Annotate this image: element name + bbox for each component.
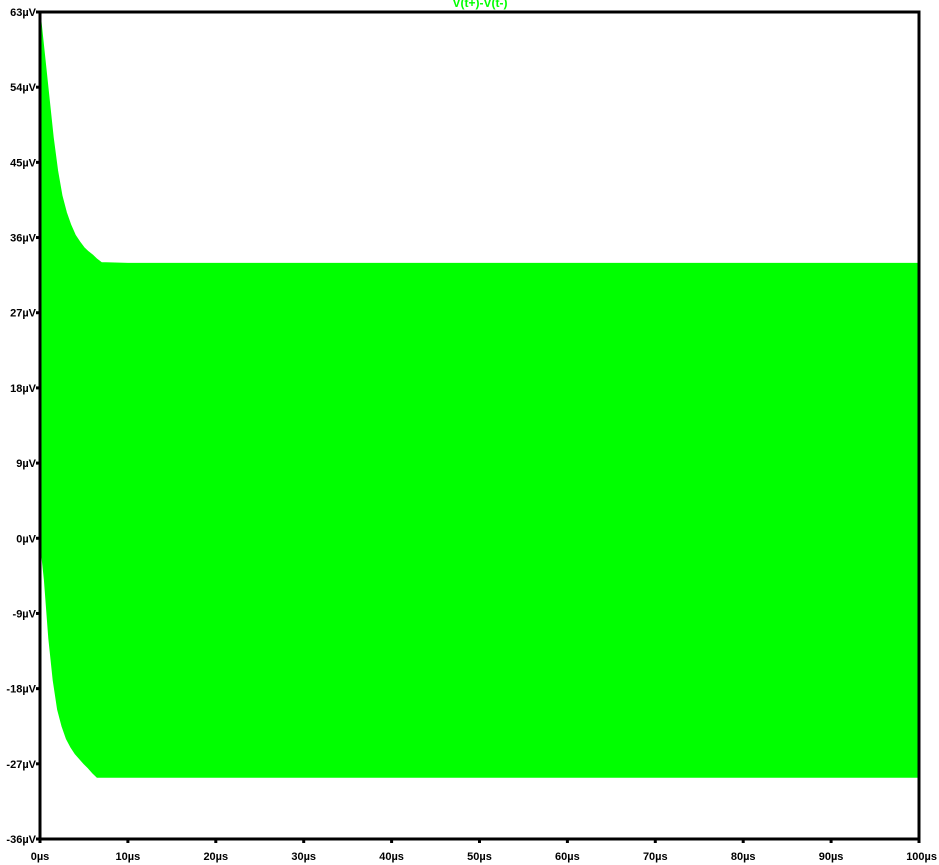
x-tick-label: 0µs [31,851,50,863]
trace-title[interactable]: V(t+)-V(t-) [453,0,508,10]
y-tick-label: -36µV [6,834,36,846]
y-tick-label: 0µV [16,533,36,545]
y-tick-label: 27µV [10,308,37,320]
y-tick-label: -9µV [13,608,37,620]
x-tick-label: 30µs [291,851,316,863]
trace-layer [39,11,920,793]
x-tick-label: 90µs [819,851,844,863]
y-tick-label: 36µV [10,233,37,245]
y-tick-label: -18µV [6,684,36,696]
x-tick-label: 10µs [116,851,141,863]
x-tick-label: 40µs [379,851,404,863]
y-tick-label: 9µV [16,458,36,470]
y-tick-label: 18µV [10,383,37,395]
trace-envelope-0 [39,11,920,793]
x-tick-label: 60µs [555,851,580,863]
y-tick-label: -27µV [6,759,36,771]
y-tick-label: 54µV [10,82,37,94]
x-tick-label: 80µs [731,851,756,863]
y-tick-label: 45µV [10,157,37,169]
x-axis-ticks: 0µs 10µs 20µs 30µs 40µs 50µs 60µs 70µs 80µs 90µs 1… [31,839,937,863]
x-tick-label: 50µs [467,851,492,863]
y-axis-ticks: 63µV 54µV 45µV 36µV 27µV 18µV 9µV 0µV -9µV -18µV -… [6,7,40,846]
x-tick-label: 70µs [643,851,668,863]
x-tick-label: 20µs [203,851,228,863]
y-tick-label: 63µV [10,7,37,19]
x-tick-label: 100µs [906,851,937,863]
